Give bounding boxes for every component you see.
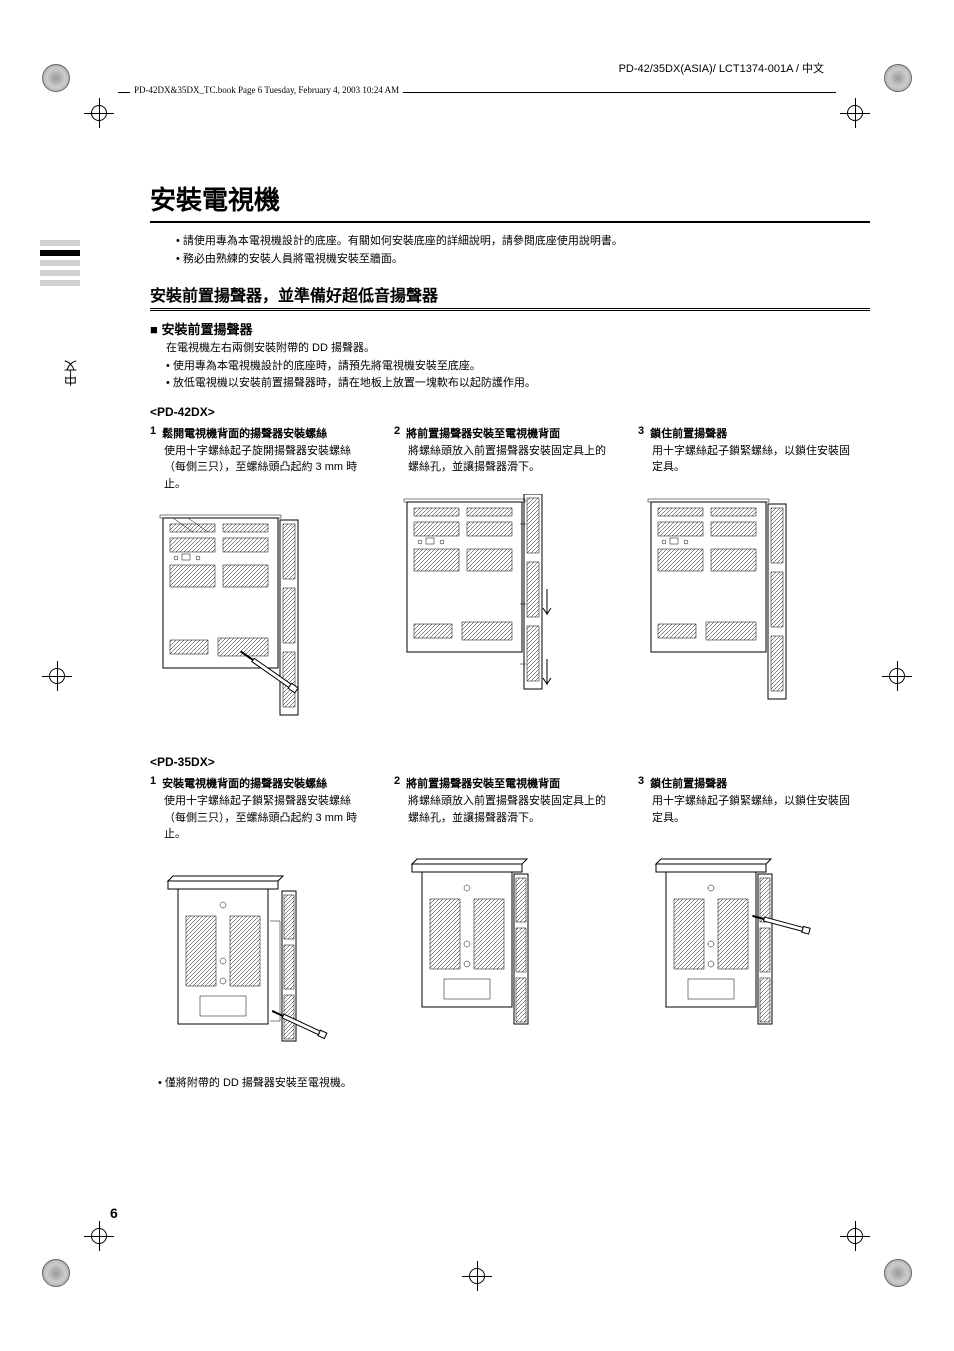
print-mark-tr (884, 64, 912, 92)
step-title: 鎖住前置揚聲器 (650, 775, 727, 791)
diagram-35dx-step1 (158, 861, 370, 1056)
step-num: 3 (638, 425, 644, 437)
intro-list: 請使用專為本電視機設計的底座。有關如何安裝底座的詳細說明，請參閱底座使用說明書。… (176, 233, 870, 268)
step-body: 將螺絲頭放入前置揚聲器安裝固定具上的螺絲孔，並讓揚聲器滑下。 (408, 443, 614, 476)
subsection-title: 安裝前置揚聲器 (150, 319, 870, 338)
footnote: 僅將附帶的 DD 揚聲器安裝至電視機。 (158, 1074, 870, 1090)
step-num: 2 (394, 425, 400, 437)
page-number: 6 (110, 1205, 118, 1221)
topline-ref: PD-42DX&35DX_TC.book Page 6 Tuesday, Feb… (130, 85, 403, 95)
diagram-42dx-step3 (646, 494, 858, 709)
model-label-35dx: <PD-35DX> (150, 755, 870, 769)
page-title: 安裝電視機 (150, 180, 870, 223)
subsection-description: 在電視機左右兩側安裝附帶的 DD 揚聲器。 使用專為本電視機設計的底座時，請預先… (166, 340, 870, 393)
crop-mark (42, 661, 72, 691)
step-title: 安裝電視機背面的揚聲器安裝螺絲 (162, 775, 327, 791)
intro-item: 務必由熟練的安裝人員將電視機安裝至牆面。 (176, 251, 870, 269)
crop-mark (840, 98, 870, 128)
step-num: 2 (394, 775, 400, 787)
crop-mark (882, 661, 912, 691)
step-title: 鬆開電視機背面的揚聲器安裝螺絲 (162, 425, 327, 441)
step-title: 將前置揚聲器安裝至電視機背面 (406, 425, 560, 441)
crop-mark (84, 1221, 114, 1251)
side-tabs (40, 240, 80, 290)
diagram-42dx-step2 (402, 494, 614, 709)
crop-mark (84, 98, 114, 128)
step-num: 1 (150, 775, 156, 787)
print-mark-bl (42, 1259, 70, 1287)
step-body: 使用十字螺絲起子旋開揚聲器安裝螺絲 （每側三只），至螺絲頭凸起約 3 mm 時止… (164, 443, 370, 493)
step-body: 將螺絲頭放入前置揚聲器安裝固定具上的螺絲孔，並讓揚聲器滑下。 (408, 793, 614, 826)
step-body: 用十字螺絲起子鎖緊螺絲，以鎖住安裝固定具。 (652, 443, 858, 476)
diagram-35dx-step2 (402, 844, 614, 1039)
step-body: 使用十字螺絲起子鎖緊揚聲器安裝螺絲 （每側三只），至螺絲頭凸起約 3 mm 時止… (164, 793, 370, 843)
step-title: 鎖住前置揚聲器 (650, 425, 727, 441)
side-language-label: 中文 (62, 360, 81, 386)
steps-row-35dx: 1 安裝電視機背面的揚聲器安裝螺絲 使用十字螺絲起子鎖緊揚聲器安裝螺絲 （每側三只… (150, 775, 870, 1056)
diagram-35dx-step3 (646, 844, 858, 1039)
intro-item: 請使用專為本電視機設計的底座。有關如何安裝底座的詳細說明，請參閱底座使用說明書。 (176, 233, 870, 251)
print-mark-br (884, 1259, 912, 1287)
sub-desc-bullet: 使用專為本電視機設計的底座時，請預先將電視機安裝至底座。 (166, 358, 870, 376)
doc-ref: PD-42/35DX(ASIA)/ LCT1374-001A / 中文 (619, 60, 824, 76)
steps-row-42dx: 1 鬆開電視機背面的揚聲器安裝螺絲 使用十字螺絲起子旋開揚聲器安裝螺絲 （每側三只… (150, 425, 870, 726)
crop-mark (840, 1221, 870, 1251)
sub-desc-bullet: 放低電視機以安裝前置揚聲器時，請在地板上放置一塊軟布以起防護作用。 (166, 375, 870, 393)
section-title: 安裝前置揚聲器，並準備好超低音揚聲器 (150, 282, 870, 309)
step-body: 用十字螺絲起子鎖緊螺絲，以鎖住安裝固定具。 (652, 793, 858, 826)
model-label-42dx: <PD-42DX> (150, 405, 870, 419)
sub-desc-lead: 在電視機左右兩側安裝附帶的 DD 揚聲器。 (166, 340, 870, 358)
diagram-42dx-step1 (158, 510, 370, 725)
crop-mark (462, 1261, 492, 1291)
step-title: 將前置揚聲器安裝至電視機背面 (406, 775, 560, 791)
step-num: 1 (150, 425, 156, 437)
print-mark-tl (42, 64, 70, 92)
step-num: 3 (638, 775, 644, 787)
